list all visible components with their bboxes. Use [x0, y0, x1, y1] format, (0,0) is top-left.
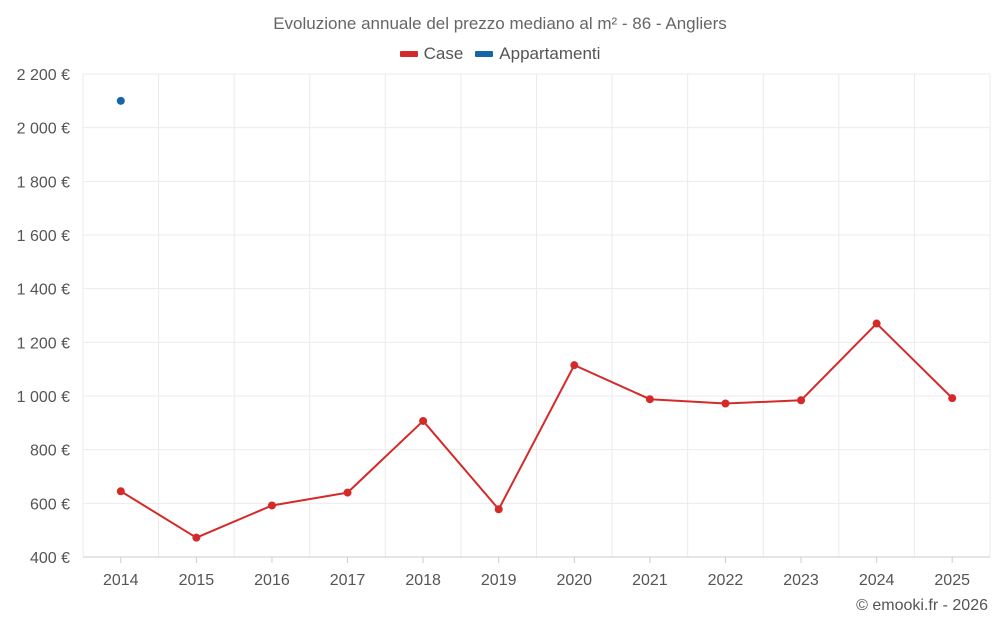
y-tick-label: 1 000 € [17, 389, 70, 406]
data-point-series-0 [645, 395, 654, 404]
data-point-series-0 [343, 488, 352, 497]
legend-swatch-appartamenti [475, 51, 494, 57]
y-tick-label: 1 600 € [17, 228, 70, 245]
y-tick-label: 1 400 € [17, 282, 70, 299]
x-tick-label: 2022 [708, 572, 744, 589]
x-tick-label: 2021 [632, 572, 668, 589]
y-tick-label: 1 800 € [17, 174, 70, 191]
credit-text: © emooki.fr - 2026 [856, 597, 988, 614]
chart-title: Evoluzione annuale del prezzo mediano al… [273, 14, 727, 33]
x-tick-label: 2024 [859, 572, 895, 589]
y-tick-label: 2 200 € [17, 67, 70, 84]
y-tick-label: 2 000 € [17, 121, 70, 138]
x-tick-label: 2014 [103, 572, 139, 589]
data-point-series-0 [419, 416, 428, 425]
data-point-series-0 [494, 505, 503, 514]
legend-label-appartamenti: Appartamenti [499, 44, 601, 63]
data-point-series-0 [948, 394, 957, 403]
x-tick-label: 2019 [481, 572, 517, 589]
x-tick-label: 2018 [405, 572, 441, 589]
x-tick-label: 2016 [254, 572, 290, 589]
data-point-series-0 [116, 487, 125, 496]
data-point-series-0 [797, 396, 806, 405]
y-tick-label: 800 € [30, 443, 70, 460]
data-point-series-0 [872, 319, 881, 328]
legend-item-case[interactable]: Case [399, 44, 464, 64]
data-point-series-0 [570, 361, 579, 370]
x-tick-label: 2020 [556, 572, 592, 589]
series-line-0 [120, 322, 953, 539]
data-point-series-0 [721, 399, 730, 408]
legend: Case Appartamenti [0, 44, 1000, 64]
data-point-series-0 [192, 533, 201, 542]
x-tick-label: 2017 [330, 572, 366, 589]
x-tick-label: 2023 [783, 572, 819, 589]
data-point-series-0 [267, 501, 276, 510]
x-tick-label: 2015 [179, 572, 215, 589]
y-tick-label: 1 200 € [17, 335, 70, 352]
legend-swatch-case [399, 51, 418, 57]
data-point-series-1 [116, 96, 125, 105]
y-tick-label: 400 € [30, 550, 70, 567]
y-tick-label: 600 € [30, 496, 70, 513]
legend-label-case: Case [423, 44, 464, 63]
legend-item-appartamenti[interactable]: Appartamenti [475, 44, 600, 64]
x-tick-label: 2025 [934, 572, 970, 589]
